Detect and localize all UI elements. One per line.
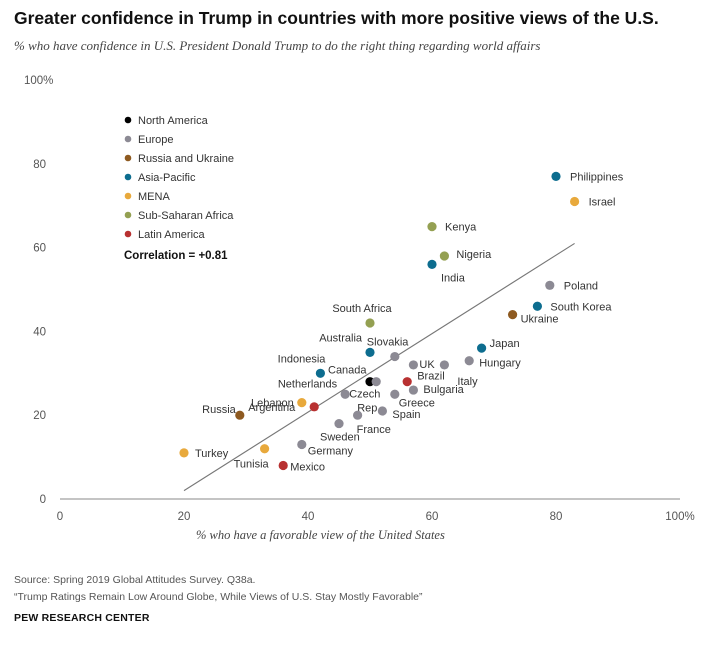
report-note: “Trump Ratings Remain Low Around Globe, … <box>14 591 423 603</box>
legend-label: Asia-Pacific <box>138 172 196 184</box>
point-czech-rep <box>340 389 350 399</box>
x-tick-label: 20 <box>178 511 191 523</box>
point-label-indonesia: Indonesia <box>278 353 327 365</box>
point-label-argentina: Argentina <box>248 402 296 414</box>
point-label-mexico: Mexico <box>290 461 325 473</box>
point-israel <box>570 196 580 207</box>
point-label-india: India <box>441 272 466 284</box>
x-tick-label: 80 <box>550 511 563 523</box>
point-australia <box>365 347 375 357</box>
x-axis-label: % who have a favorable view of the Unite… <box>196 528 445 542</box>
trend-line <box>183 242 575 492</box>
point-label-south-africa: South Africa <box>332 303 392 315</box>
point-label-hungary: Hungary <box>479 358 521 370</box>
point-label-czech-rep: Czech <box>349 388 380 400</box>
point-south-korea <box>532 301 543 311</box>
legend-label: North America <box>138 115 209 127</box>
point-greece <box>390 389 400 399</box>
point-japan <box>477 343 487 353</box>
legend-marker <box>124 154 132 162</box>
point-label-slovakia: Slovakia <box>367 337 409 349</box>
legend-marker <box>124 116 132 124</box>
y-tick-label: 20 <box>33 410 46 422</box>
point-label-philippines: Philippines <box>570 171 624 183</box>
chart-subtitle: % who have confidence in U.S. President … <box>14 38 541 53</box>
point-label-kenya: Kenya <box>445 222 477 234</box>
legend-marker <box>124 211 132 219</box>
point-brazil <box>402 377 412 387</box>
point-bulgaria <box>408 385 418 395</box>
point-france <box>353 410 363 420</box>
scatter-plot: 0 20 40 60 80 100% 0 20 40 60 80 100% % who have a f… <box>24 75 695 542</box>
y-tick-label: 40 <box>33 326 46 338</box>
point-lebanon <box>297 398 307 408</box>
point-argentina <box>309 402 319 412</box>
legend-label: Russia and Ukraine <box>138 153 234 165</box>
legend-label: Latin America <box>138 229 206 241</box>
legend-label: Europe <box>138 134 173 146</box>
point-philippines <box>551 171 561 181</box>
organization-logo: PEW RESEARCH CENTER <box>14 612 150 624</box>
y-tick-label: 60 <box>33 243 46 255</box>
point-label-uk: UK <box>419 359 435 371</box>
point-netherlands <box>371 377 381 387</box>
point-slovakia <box>390 351 400 362</box>
point-label-israel: Israel <box>589 197 616 209</box>
point-hungary <box>464 356 474 366</box>
point-spain <box>377 406 387 416</box>
point-label-spain: Spain <box>392 409 420 421</box>
point-label-czech-rep-line2: Rep <box>357 402 377 414</box>
point-label-russia: Russia <box>202 404 237 416</box>
point-mexico <box>278 460 288 471</box>
point-germany <box>297 439 307 450</box>
point-label-lebanon: Lebanon <box>251 398 294 410</box>
point-label-brazil: Brazil <box>417 371 445 383</box>
legend-label: Sub-Saharan Africa <box>138 210 234 222</box>
legend-marker <box>124 135 132 143</box>
correlation-annotation: Correlation = +0.81 <box>124 250 228 262</box>
point-kenya <box>427 222 437 232</box>
source-note: Source: Spring 2019 Global Attitudes Sur… <box>14 574 256 586</box>
point-label-ukraine: Ukraine <box>521 314 559 326</box>
y-tick-label: 100% <box>24 75 53 87</box>
point-label-canada: Canada <box>328 365 367 377</box>
point-label-turkey: Turkey <box>195 448 229 460</box>
point-turkey <box>179 448 189 458</box>
point-label-nigeria: Nigeria <box>456 249 492 261</box>
chart-title: Greater confidence in Trump in countries… <box>14 8 659 28</box>
x-tick-label: 100% <box>665 511 694 523</box>
point-tunisia <box>260 444 270 454</box>
point-label-greece: Greece <box>399 397 435 409</box>
point-label-france: France <box>357 424 391 436</box>
legend-marker <box>124 230 132 238</box>
point-label-south-korea: South Korea <box>550 301 612 313</box>
legend-marker <box>124 173 132 181</box>
point-indonesia <box>315 368 325 378</box>
point-label-poland: Poland <box>564 280 598 292</box>
point-poland <box>545 280 555 290</box>
point-italy <box>439 360 449 370</box>
point-india <box>427 259 437 269</box>
y-tick-label: 80 <box>33 159 46 171</box>
point-label-sweden: Sweden <box>320 432 360 444</box>
x-tick-label: 0 <box>57 511 63 523</box>
point-label-germany: Germany <box>308 446 354 458</box>
point-ukraine <box>507 310 518 320</box>
y-tick-label: 0 <box>40 494 46 506</box>
point-label-bulgaria: Bulgaria <box>423 384 464 396</box>
point-label-tunisia: Tunisia <box>234 459 270 471</box>
x-tick-label: 40 <box>302 511 315 523</box>
point-south-africa <box>365 318 375 328</box>
point-russia <box>235 410 245 420</box>
point-uk <box>408 360 418 370</box>
point-sweden <box>334 418 344 429</box>
legend-label: MENA <box>138 191 170 203</box>
x-tick-label: 60 <box>426 511 439 523</box>
point-label-australia: Australia <box>319 332 363 344</box>
point-label-japan: Japan <box>490 338 520 350</box>
point-nigeria <box>439 251 449 261</box>
point-label-netherlands: Netherlands <box>278 379 338 391</box>
point-label-italy: Italy <box>457 376 478 388</box>
legend-marker <box>124 192 132 200</box>
